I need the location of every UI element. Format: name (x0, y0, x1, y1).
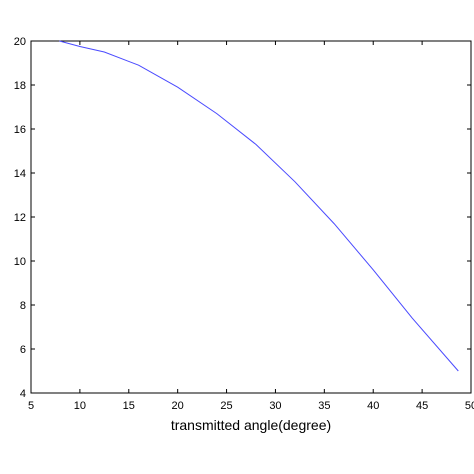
x-tick-label: 5 (28, 400, 34, 412)
y-tick-label: 12 (14, 212, 26, 224)
x-tick-label: 40 (367, 400, 379, 412)
x-tick-label: 25 (220, 400, 232, 412)
x-axis-label: transmitted angle(degree) (171, 417, 331, 433)
x-tick-labels: 5 10 15 20 25 30 35 40 45 50 (28, 400, 474, 412)
series-line (59, 40, 459, 372)
series-lines (59, 40, 459, 372)
x-tick-label: 35 (318, 400, 330, 412)
x-tick-label: 30 (269, 400, 281, 412)
y-tick-label: 10 (14, 256, 26, 268)
plot-border (30, 40, 472, 394)
y-tick-label: 6 (20, 344, 26, 356)
y-tick-label: 18 (14, 80, 26, 92)
x-tick-label: 50 (465, 400, 474, 412)
y-tick-label: 4 (20, 388, 26, 400)
y-tick-label: 14 (14, 168, 26, 180)
x-tick-label: 15 (123, 400, 135, 412)
y-tick-label: 8 (20, 300, 26, 312)
y-tick-label: 20 (14, 36, 26, 48)
plot-frame (30, 40, 472, 394)
y-tick-label: 16 (14, 124, 26, 136)
x-tick-label: 45 (416, 400, 428, 412)
tick-marks (30, 40, 472, 394)
x-tick-label: 10 (74, 400, 86, 412)
x-tick-label: 20 (172, 400, 184, 412)
y-tick-labels: 4 6 8 10 12 14 16 18 20 (14, 36, 26, 400)
